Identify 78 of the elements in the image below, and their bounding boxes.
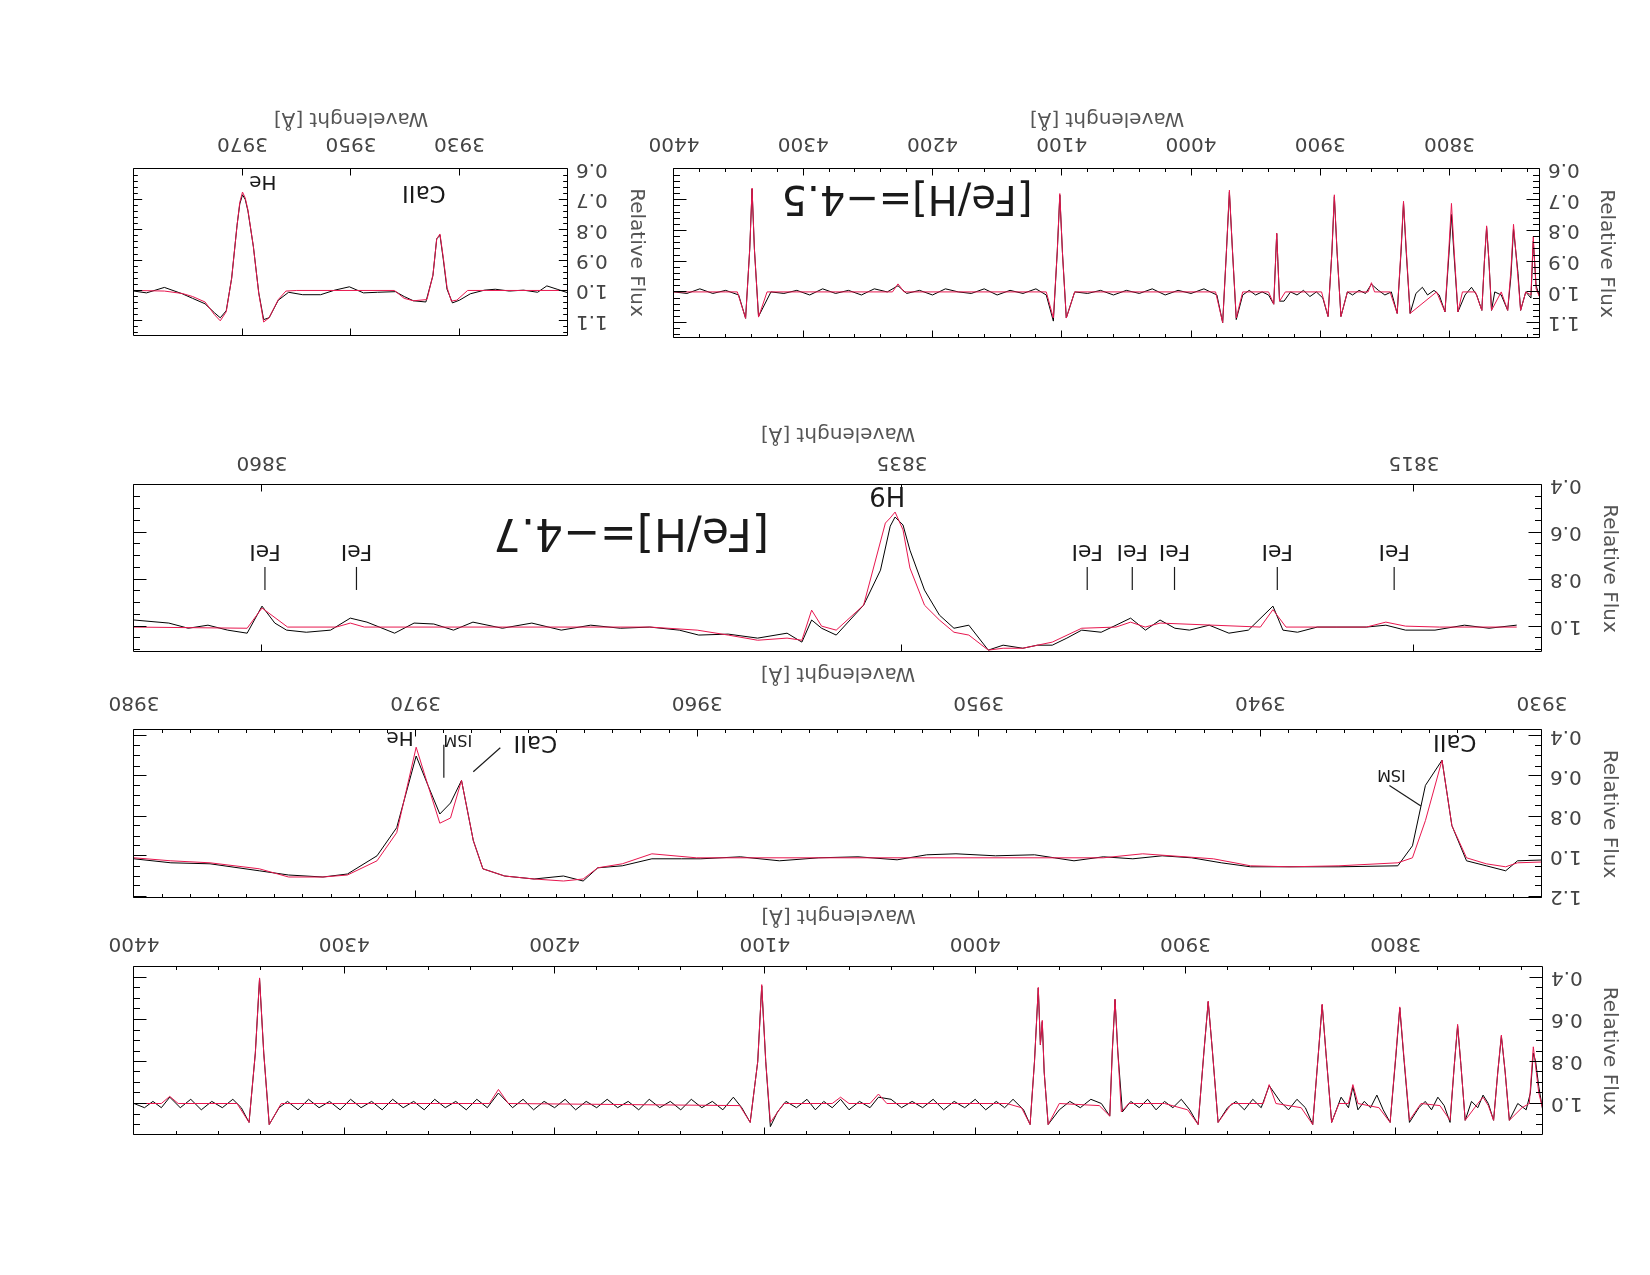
y-tick-label: 0.8 <box>1550 805 1582 830</box>
y-tick-label: 0.8 <box>576 219 608 244</box>
x-tick-label: 3930 <box>1516 691 1568 716</box>
x-tick-label: 4300 <box>777 132 829 157</box>
x-tick-label: 4200 <box>907 132 958 157</box>
x-tick-label: 4000 <box>1165 132 1217 157</box>
y-tick-label: 1.1 <box>576 310 608 335</box>
x-tick-label: 3950 <box>953 691 1005 716</box>
x-tick-label: 3800 <box>1370 932 1422 957</box>
y-tick-label: 0.6 <box>1550 765 1582 790</box>
y-axis-title: Relative Flux <box>1595 189 1620 318</box>
annotation: FeI <box>249 540 281 566</box>
y-tick-label: 1.1 <box>1548 312 1580 337</box>
annotation: He <box>249 170 277 195</box>
y-tick-label: 0.4 <box>1551 967 1583 992</box>
x-tick-label: 3930 <box>434 132 485 157</box>
x-tick-label: 4200 <box>529 932 581 957</box>
x-tick-label: 3980 <box>108 691 160 716</box>
y-tick-label: 1.0 <box>1550 845 1582 870</box>
y-axis-title: Relative Flux <box>1598 749 1623 879</box>
y-tick-label: 1.0 <box>1548 281 1580 306</box>
x-axis-title: Wavelenght [Å] <box>760 662 916 687</box>
x-axis-title: Wavelenght [Å] <box>761 904 916 929</box>
annotation: He <box>386 727 414 752</box>
x-tick-label: 4100 <box>739 932 791 957</box>
x-tick-label: 3960 <box>671 691 723 716</box>
y-tick-label: 1.0 <box>1550 615 1582 640</box>
annotation: FeI <box>1378 540 1410 566</box>
annotation: ISM <box>443 730 473 750</box>
x-axis-title: Wavelenght [Å] <box>273 107 429 132</box>
y-tick-label: 0.4 <box>1550 725 1582 750</box>
x-axis-title: Wavelenght [Å] <box>1029 107 1185 132</box>
annotation: H9 <box>869 481 906 512</box>
x-tick-label: 3860 <box>236 451 288 476</box>
y-tick-label: 0.8 <box>1551 1051 1583 1076</box>
y-tick-label: 0.6 <box>1551 1009 1583 1034</box>
annotation: FeI <box>1158 540 1191 566</box>
y-tick-label: 0.8 <box>1548 220 1580 245</box>
y-tick-label: 1.0 <box>576 280 608 305</box>
y-tick-label: 0.7 <box>1548 189 1580 214</box>
annotation: FeI <box>1261 540 1294 566</box>
y-tick-label: 0.6 <box>1548 158 1580 183</box>
annotation: [Fe/H]=−4.7 <box>493 508 769 560</box>
annotation: CaII <box>513 730 558 757</box>
x-tick-label: 4100 <box>1036 132 1088 157</box>
x-tick-label: 3835 <box>876 451 928 476</box>
y-tick-label: 0.7 <box>576 189 608 214</box>
annotation: ISM <box>1377 766 1406 786</box>
x-tick-label: 3900 <box>1294 132 1346 157</box>
y-tick-label: 1.2 <box>1550 885 1582 910</box>
x-tick-label: 3970 <box>390 691 442 716</box>
annotation: FeI <box>1116 540 1149 566</box>
y-axis-title: Relative Flux <box>625 188 650 317</box>
annotation: [Fe/H]=−4.5 <box>781 177 1033 224</box>
y-tick-label: 0.9 <box>1548 250 1580 275</box>
y-tick-label: 0.6 <box>1550 521 1582 546</box>
x-tick-label: 3940 <box>1234 691 1286 716</box>
x-tick-label: 4400 <box>108 932 160 957</box>
x-tick-label: 3815 <box>1388 451 1440 476</box>
x-tick-label: 3970 <box>217 132 268 157</box>
y-tick-label: 0.6 <box>576 158 608 183</box>
y-tick-label: 0.4 <box>1550 474 1582 499</box>
annotation: FeI <box>340 540 373 566</box>
annotation: FeI <box>1071 540 1103 566</box>
x-tick-label: 4400 <box>648 132 700 157</box>
x-tick-label: 3950 <box>325 132 377 157</box>
x-tick-label: 3900 <box>1160 932 1211 957</box>
x-tick-label: 3800 <box>1424 132 1475 157</box>
y-tick-label: 0.8 <box>1550 568 1582 593</box>
x-tick-label: 4300 <box>318 932 370 957</box>
y-tick-label: 0.9 <box>576 249 608 274</box>
y-axis-title: Relative Flux <box>1598 986 1623 1116</box>
annotation: CaII <box>1432 730 1477 757</box>
y-tick-label: 1.0 <box>1551 1093 1583 1118</box>
annotation: CaII <box>402 180 446 207</box>
x-axis-title: Wavelenght [Å] <box>760 422 916 447</box>
x-tick-label: 4000 <box>949 932 1001 957</box>
y-axis-title: Relative Flux <box>1598 504 1623 633</box>
